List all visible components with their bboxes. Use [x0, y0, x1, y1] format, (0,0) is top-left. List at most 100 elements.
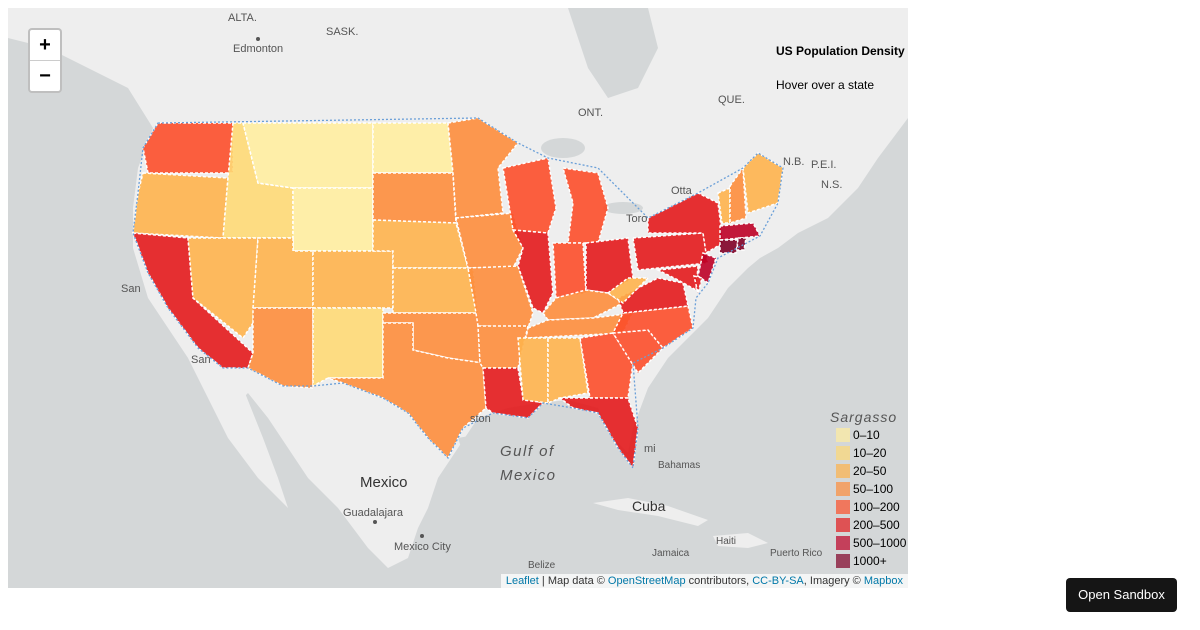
- legend-label: 500–1000: [853, 536, 907, 550]
- legend-item: 1000+: [836, 552, 906, 570]
- us-states: [131, 117, 784, 470]
- state-wisconsin: [502, 157, 557, 234]
- legend-item: 50–100: [836, 480, 906, 498]
- attribution-imagery: , Imagery ©: [803, 575, 864, 587]
- legend-swatch: [836, 554, 850, 568]
- attribution: Leaflet | Map data © OpenStreetMap contr…: [500, 574, 908, 588]
- open-sandbox-button[interactable]: Open Sandbox: [1066, 578, 1177, 612]
- state-wyoming: [292, 187, 374, 252]
- legend-swatch: [836, 464, 850, 478]
- state-colorado: [312, 250, 394, 309]
- legend-item: 20–50: [836, 462, 906, 480]
- state-northdakota: [372, 122, 454, 174]
- legend-label: 0–10: [853, 428, 880, 442]
- label-puerto-rico: Puerto Rico: [770, 548, 823, 559]
- label-bahamas: Bahamas: [658, 460, 700, 471]
- state-minnesota: [447, 117, 520, 219]
- legend-swatch: [836, 536, 850, 550]
- label-haiti: Haiti: [716, 536, 736, 547]
- zoom-out-button[interactable]: −: [30, 60, 60, 91]
- info-title: US Population Density: [776, 44, 905, 58]
- state-iowa: [455, 212, 524, 269]
- label-san-diego: San: [191, 354, 211, 366]
- osm-link[interactable]: OpenStreetMap: [607, 575, 686, 587]
- state-newjersey: [697, 251, 717, 285]
- label-pei: P.E.I.: [811, 159, 836, 171]
- state-kansas: [392, 267, 479, 314]
- label-jamaica: Jamaica: [652, 548, 690, 559]
- state-illinois: [511, 229, 554, 315]
- label-ont: ONT.: [578, 107, 603, 119]
- label-gulf-line1: Gulf of: [500, 443, 555, 460]
- state-alabama: [547, 337, 589, 405]
- legend-label: 1000+: [853, 554, 887, 568]
- label-belize: Belize: [528, 560, 556, 571]
- label-cuba: Cuba: [632, 498, 666, 514]
- label-gulf-line2: Mexico: [500, 467, 557, 484]
- label-san-francisco: San: [121, 283, 141, 295]
- info-panel: US Population Density Hover over a state: [776, 44, 908, 92]
- attribution-contrib: contributors,: [685, 575, 753, 587]
- state-mississippi: [517, 337, 549, 404]
- state-connecticut: [719, 239, 739, 254]
- state-newmexico: [312, 307, 384, 388]
- label-mexico-city: Mexico City: [394, 541, 451, 553]
- label-ns: N.S.: [821, 179, 842, 191]
- label-mexico: Mexico: [360, 474, 408, 491]
- info-hint: Hover over a state: [776, 78, 875, 92]
- state-michigan: [561, 167, 609, 244]
- zoom-in-button[interactable]: +: [39, 34, 51, 56]
- legend-swatch: [836, 500, 850, 514]
- state-southdakota: [372, 172, 457, 224]
- legend-label: 20–50: [853, 464, 887, 478]
- state-virginia: [617, 277, 689, 314]
- state-indiana: [552, 242, 587, 299]
- map-container[interactable]: ALTA. SASK. Edmonton ONT. QUE. N.B. P.E.…: [8, 8, 908, 588]
- basemap: ALTA. SASK. Edmonton ONT. QUE. N.B. P.E.…: [8, 8, 908, 588]
- state-newhampshire: [729, 165, 747, 225]
- mapbox-link[interactable]: Mapbox: [863, 575, 903, 587]
- label-houston: ston: [470, 413, 491, 425]
- ccbysa-link[interactable]: CC-BY-SA: [752, 575, 804, 587]
- state-newyork: [647, 192, 724, 255]
- label-alta: ALTA.: [228, 12, 257, 24]
- legend-label: 50–100: [853, 482, 894, 496]
- label-que: QUE.: [718, 94, 745, 106]
- leaflet-link[interactable]: Leaflet: [505, 575, 539, 587]
- legend-swatch: [836, 446, 850, 460]
- label-nb: N.B.: [783, 156, 804, 168]
- state-southcarolina: [611, 329, 665, 375]
- legend-swatch: [836, 518, 850, 532]
- zoom-control: + −: [28, 28, 62, 93]
- legend-label: 100–200: [853, 500, 900, 514]
- state-oregon: [132, 172, 229, 239]
- attribution-sep: | Map data ©: [538, 575, 608, 587]
- legend-item: 10–20: [836, 444, 906, 462]
- legend-swatch: [836, 428, 850, 442]
- state-louisiana: [482, 367, 545, 419]
- state-maryland: [655, 265, 699, 292]
- legend-swatch: [836, 482, 850, 496]
- label-sargasso: Sargasso: [830, 409, 897, 425]
- legend-item: 100–200: [836, 498, 906, 516]
- label-ottawa: Otta: [671, 185, 693, 197]
- label-sask: SASK.: [326, 26, 358, 38]
- state-delaware: [692, 274, 703, 294]
- state-nevada: [187, 237, 259, 340]
- state-westvirginia: [606, 277, 650, 304]
- label-guadalajara: Guadalajara: [343, 507, 404, 519]
- state-washington: [142, 122, 234, 174]
- legend: 0–10 10–20 20–50 50–100 100–200 200–500 500–10…: [836, 426, 906, 570]
- legend-label: 10–20: [853, 446, 887, 460]
- label-edmonton: Edmonton: [233, 43, 283, 55]
- legend-item: 200–500: [836, 516, 906, 534]
- state-georgia: [579, 332, 634, 399]
- state-pennsylvania: [632, 232, 709, 271]
- state-montana: [242, 122, 374, 189]
- state-nebraska: [372, 219, 469, 269]
- legend-label: 200–500: [853, 518, 900, 532]
- legend-item: 0–10: [836, 426, 906, 444]
- label-miami: mi: [644, 443, 656, 455]
- legend-item: 500–1000: [836, 534, 906, 552]
- label-toronto: Toro: [626, 213, 647, 225]
